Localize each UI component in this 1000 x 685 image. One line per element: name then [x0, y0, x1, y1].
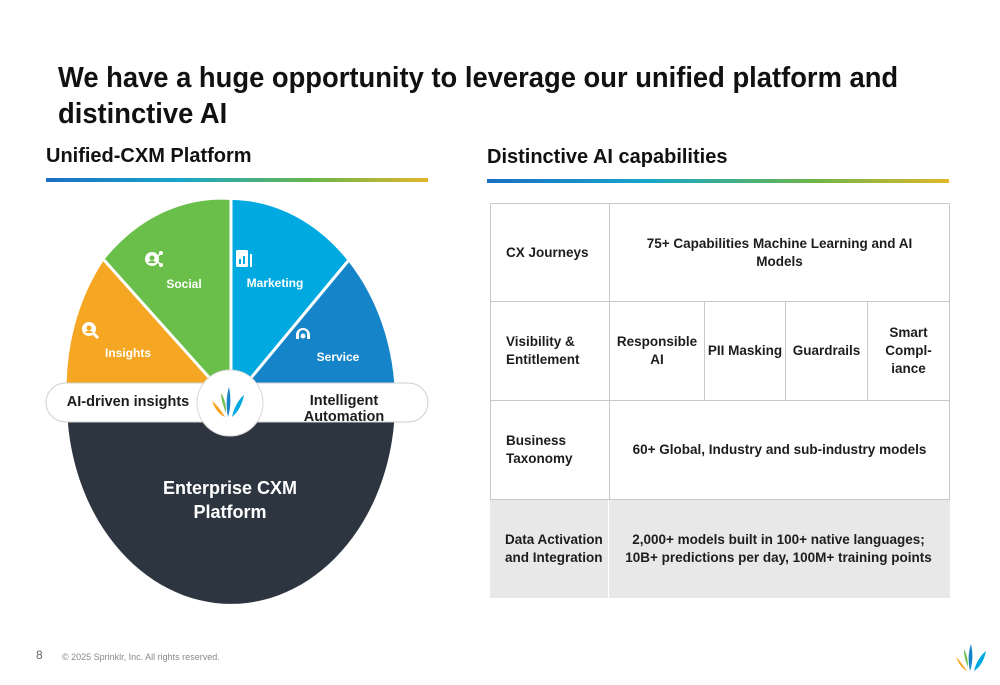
- insights-segment: [66, 260, 231, 402]
- table-row: Business Taxonomy 60+ Global, Industry a…: [490, 401, 950, 500]
- platform-diagram: Insights Social Marketing Service AI-dri…: [0, 190, 480, 620]
- platform-wheel: [45, 198, 429, 604]
- row-label: CX Journeys: [491, 204, 610, 301]
- capability-item: Responsible AI: [610, 302, 705, 400]
- intelligent-automation-label: Intelligent Automation: [303, 393, 385, 425]
- enterprise-platform-label: Enterprise CXM Platform: [135, 476, 325, 524]
- copyright-notice: © 2025 Sprinklr, Inc. All rights reserve…: [62, 652, 220, 662]
- enterprise-platform-line2: Platform: [193, 502, 267, 522]
- service-segment: [231, 261, 395, 402]
- marketing-label: Marketing: [246, 276, 304, 290]
- slide-title: We have a huge opportunity to leverage o…: [58, 62, 899, 130]
- row-label: Visibility & Entitlement: [491, 302, 610, 400]
- insights-label: Insights: [104, 346, 151, 360]
- row-value: 75+ Capabilities Machine Learning and AI…: [646, 235, 913, 269]
- platform-heading: Unified-CXM Platform: [46, 145, 252, 167]
- capability-item: PII Masking: [705, 302, 786, 400]
- platform-heading-underline: [46, 178, 428, 182]
- ai-driven-insights-label: AI-driven insights: [66, 394, 190, 410]
- enterprise-base-shape: [67, 402, 395, 604]
- sprinklr-corner-logo-icon: [956, 643, 988, 673]
- marketing-segment: [231, 200, 348, 402]
- social-label: Social: [166, 277, 202, 291]
- sprinklr-logo-icon: [212, 387, 244, 417]
- capabilities-heading-underline: [487, 179, 949, 183]
- table-row: CX Journeys 75+ Capabilities Machine Lea…: [490, 203, 950, 302]
- row-label: Data Activation and Integration: [490, 500, 609, 598]
- enterprise-platform-line1: Enterprise CXM: [162, 478, 298, 498]
- table-row: Data Activation and Integration 2,000+ m…: [490, 500, 950, 598]
- capability-item: Guardrails: [786, 302, 868, 400]
- capabilities-table: CX Journeys 75+ Capabilities Machine Lea…: [490, 203, 950, 598]
- table-row: Visibility & Entitlement Responsible AI …: [490, 302, 950, 401]
- row-value: 60+ Global, Industry and sub-industry mo…: [632, 442, 927, 457]
- social-segment: [104, 199, 231, 402]
- capability-item: Smart Compl-iance: [885, 325, 932, 376]
- page-number: 8: [36, 648, 43, 662]
- row-value: 2,000+ models built in 100+ native langu…: [625, 532, 932, 565]
- service-label: Service: [316, 350, 360, 364]
- row-label: Business Taxonomy: [491, 401, 610, 499]
- capabilities-heading: Distinctive AI capabilities: [487, 146, 728, 168]
